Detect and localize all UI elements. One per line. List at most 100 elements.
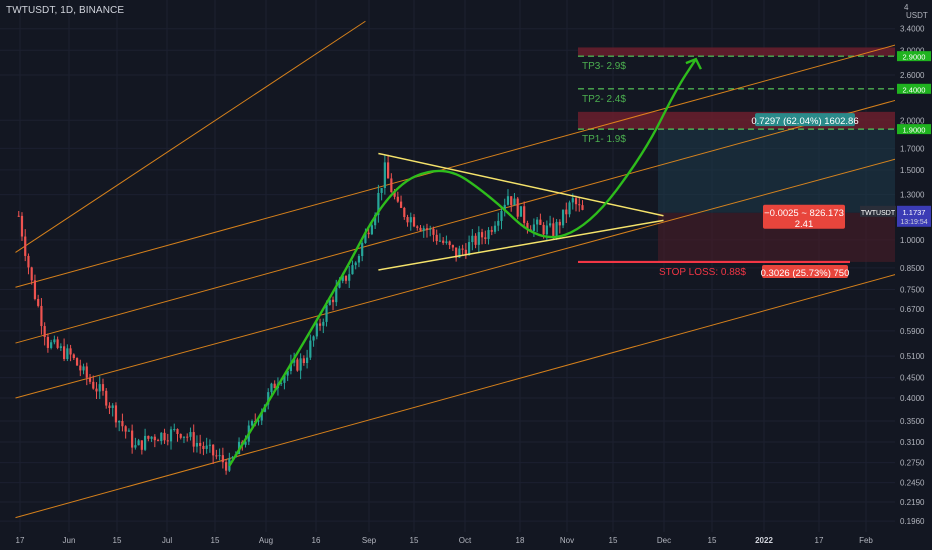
candle-body [516, 198, 519, 217]
price-tick-label: 1.7000 [900, 144, 925, 153]
candle-body [325, 304, 328, 322]
candle-body [561, 209, 565, 226]
candle-body [59, 346, 62, 348]
candle-body [101, 384, 105, 391]
candle-body [244, 441, 247, 445]
price-tick-label: 0.2450 [900, 479, 925, 488]
candle-body [503, 204, 506, 211]
candle-body [225, 462, 228, 471]
candle-body [367, 232, 370, 235]
candle-body [555, 221, 558, 237]
candle-body [545, 225, 548, 235]
candle-body [393, 192, 396, 197]
candle-body [500, 210, 503, 221]
position-center-label-text: −0.0025 ~ 826.173 [764, 208, 844, 219]
candle-body [95, 388, 98, 392]
date-axis-bg [0, 532, 895, 550]
candle-body [309, 340, 312, 358]
candle-body [412, 217, 416, 227]
channel-line [15, 99, 897, 344]
price-axis-currency: USDT [906, 11, 928, 20]
candle-body [513, 198, 516, 206]
candle-body [480, 232, 484, 238]
profit-label-text: 0.7297 (62.04%) 1602.86 [751, 116, 858, 127]
candle-body [361, 243, 364, 257]
candle-body [124, 426, 127, 432]
candle-body [539, 219, 542, 225]
candle-body [383, 162, 386, 188]
candle-body [344, 275, 348, 281]
candle-body [409, 217, 412, 223]
position-center-label-bg [763, 204, 845, 229]
profit-label: 0.7297 (62.04%) 1602.86 [751, 113, 859, 127]
candle-body [33, 280, 37, 299]
candle-body [422, 228, 425, 231]
candle-body [357, 256, 361, 263]
price-tick-label: 0.4000 [900, 394, 925, 403]
symbol-header[interactable]: TWTUSDT, 1D, BINANCE [6, 5, 125, 16]
candle-body [578, 204, 581, 206]
candle-body [299, 358, 302, 371]
candle-body [108, 405, 111, 409]
current-symbol: TWTUSDT [861, 210, 896, 217]
date-tick-label: Jun [63, 536, 76, 545]
candle-body [153, 436, 156, 441]
channel-line [15, 44, 897, 288]
channel-line [15, 273, 897, 519]
candle-body [468, 242, 471, 256]
candle-body [445, 241, 448, 243]
candle-body [306, 357, 309, 364]
price-tick-label: 0.2750 [900, 459, 925, 468]
candle-body [205, 445, 208, 449]
date-tick-label: Nov [560, 536, 574, 545]
candle-body [289, 362, 292, 371]
projection-path [228, 58, 697, 467]
candle-body [338, 281, 341, 288]
candle-body [461, 248, 464, 250]
candle-body [260, 411, 263, 421]
price-tick-label: 1.0000 [900, 236, 925, 245]
candle-body [69, 348, 72, 355]
candle-body [189, 432, 192, 437]
channel-line [15, 20, 366, 253]
candle-body [322, 321, 325, 326]
candle-body [202, 445, 205, 449]
channel-lines [15, 20, 897, 519]
price-tick-label: 0.4500 [900, 374, 925, 383]
candle-body [429, 228, 432, 230]
candle-body [406, 217, 409, 223]
candle-body [549, 223, 552, 226]
candle-body [53, 339, 56, 343]
price-tick-label: 0.8500 [900, 264, 925, 273]
candle-body [435, 234, 438, 242]
candle-body [127, 430, 130, 432]
date-tick-label: Jul [162, 536, 172, 545]
candle-body [341, 275, 344, 282]
candle-body [396, 196, 399, 202]
candle-body [134, 445, 137, 448]
target-price-tag-text: 2.4000 [903, 85, 926, 94]
date-tick-label: Oct [459, 536, 472, 545]
candle-body [30, 267, 33, 281]
candle-body [208, 444, 211, 446]
candle-body [474, 235, 477, 245]
date-tick-label: 16 [312, 536, 321, 545]
candle-body [510, 196, 513, 206]
candle-body [374, 214, 377, 226]
candle-body [312, 336, 315, 341]
target-price-tag-text: 2.9000 [903, 53, 926, 62]
risk-label-text: 0.3026 (25.73%) 750 [761, 268, 850, 279]
candle-body [458, 248, 461, 258]
candle-body [523, 206, 526, 223]
candle-body [471, 235, 474, 243]
date-tick-label: 15 [410, 536, 419, 545]
candle-body [328, 299, 331, 305]
candle-body [121, 420, 124, 427]
price-tick-label: 0.5100 [900, 352, 925, 361]
current-symbol-bg [860, 205, 896, 217]
candle-body [85, 366, 88, 378]
candle-body [111, 405, 114, 409]
candle-body [565, 209, 568, 215]
